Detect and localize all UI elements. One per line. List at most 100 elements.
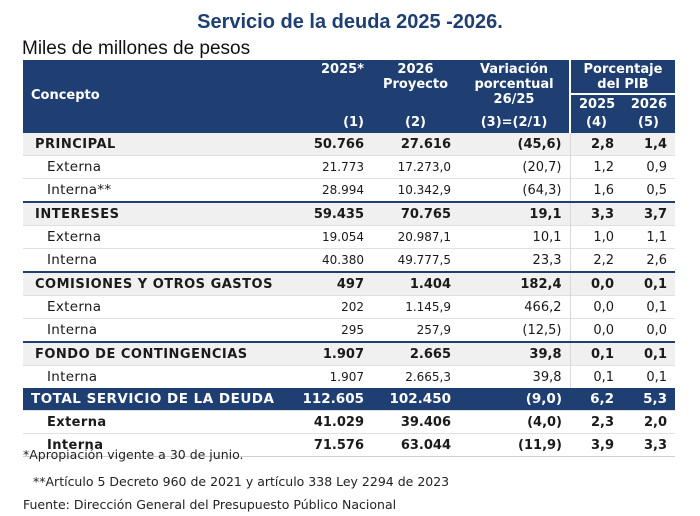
cell-pib-2025: 3,3 (569, 201, 622, 226)
cell-pib-2025: 1,0 (569, 225, 622, 249)
cell-pib-2026: 0,1 (622, 271, 675, 296)
cell-2025: 1.907 (285, 341, 372, 366)
header-variacion-l1: Variación (479, 62, 549, 77)
cell-variacion: 23,3 (459, 248, 570, 272)
header-2026-year: 2026 (397, 62, 434, 77)
header-variacion-l3: 26/25 (493, 92, 535, 107)
table-row: FONDO DE CONTINGENCIAS 1.907 2.665 39,8 … (23, 341, 675, 366)
cell-2025: 497 (285, 271, 372, 296)
cell-pib-2026: 3,7 (622, 201, 675, 226)
cell-pib-2025: 2,2 (569, 248, 622, 272)
cell-variacion: 39,8 (459, 365, 570, 388)
table-row: Externa 19.054 20.987,1 10,1 1,0 1,1 (23, 225, 675, 249)
cell-2026: 17.273,0 (372, 155, 459, 179)
cell-2026: 1.404 (372, 271, 459, 296)
cell-pib-2026: 1,4 (622, 131, 675, 156)
row-label: Interna (23, 365, 285, 388)
cell-pib-2025: 0,0 (569, 318, 622, 342)
cell-2025: 71.576 (285, 433, 372, 457)
header-2026-proyecto: 2026 Proyecto (372, 60, 459, 113)
cell-2026: 10.342,9 (372, 178, 459, 202)
cell-variacion: 466,2 (459, 295, 570, 319)
cell-2025: 112.605 (285, 388, 372, 411)
cell-2025: 28.994 (285, 178, 372, 202)
cell-pib-2026: 0,1 (622, 295, 675, 319)
cell-2026: 70.765 (372, 201, 459, 226)
source-note: Fuente: Dirección General del Presupuest… (23, 497, 397, 512)
cell-2025: 202 (285, 295, 372, 319)
cell-variacion: (4,0) (459, 410, 570, 434)
table-row: Interna 295 257,9 (12,5) 0,0 0,0 (23, 318, 675, 342)
header-index-4: (4) (569, 113, 622, 132)
cell-2026: 257,9 (372, 318, 459, 342)
cell-pib-2025: 2,3 (570, 410, 622, 434)
header-pib-group: Porcentaje del PIB (569, 60, 675, 94)
cell-variacion: (20,7) (459, 155, 570, 179)
cell-2025: 21.773 (285, 155, 372, 179)
units-subtitle: Miles de millones de pesos (22, 38, 251, 59)
header-concepto: Concepto (23, 60, 285, 132)
row-label: Externa (23, 155, 285, 179)
row-label: Externa (23, 225, 285, 249)
header-index-1: (1) (285, 113, 372, 132)
footnote-articulo: **Artículo 5 Decreto 960 de 2021 y artíc… (33, 474, 450, 489)
header-pib-2025: 2025 (569, 93, 622, 113)
cell-2026: 39.406 (372, 410, 459, 434)
cell-pib-2025: 2,8 (569, 131, 622, 156)
cell-pib-2026: 0,1 (622, 341, 675, 366)
cell-2026: 102.450 (372, 388, 459, 411)
cell-2025: 40.380 (285, 248, 372, 272)
cell-variacion: 39,8 (459, 341, 570, 366)
header-index-5: (5) (622, 113, 675, 132)
table-row: PRINCIPAL 50.766 27.616 (45,6) 2,8 1,4 (23, 131, 675, 156)
cell-pib-2026: 5,3 (622, 388, 675, 411)
cell-pib-2025: 0,1 (569, 365, 622, 388)
table-body: PRINCIPAL 50.766 27.616 (45,6) 2,8 1,4 E… (23, 131, 675, 457)
debt-service-table: Concepto 2025* 2026 Proyecto Variación p… (23, 60, 675, 457)
cell-pib-2025: 6,2 (570, 388, 622, 411)
cell-2026: 27.616 (372, 131, 459, 156)
cell-pib-2025: 1,6 (569, 178, 622, 202)
row-label: Interna (23, 318, 285, 342)
page-title: Servicio de la deuda 2025 -2026. (197, 11, 503, 33)
row-label: TOTAL SERVICIO DE LA DEUDA (23, 388, 285, 411)
cell-variacion: 19,1 (459, 201, 570, 226)
cell-2025: 50.766 (285, 131, 372, 156)
row-label: Interna (23, 433, 285, 457)
table-row: Interna 1.907 2.665,3 39,8 0,1 0,1 (23, 365, 675, 388)
cell-2026: 2.665 (372, 341, 459, 366)
table-row: Interna 71.576 63.044 (11,9) 3,9 3,3 (23, 433, 675, 457)
row-label: Externa (23, 295, 285, 319)
cell-2025: 41.029 (285, 410, 372, 434)
cell-pib-2025: 1,2 (569, 155, 622, 179)
footnote-apropiacion: *Apropiación vigente a 30 de junio. (23, 447, 244, 462)
cell-variacion: (11,9) (459, 433, 570, 457)
cell-2025: 19.054 (285, 225, 372, 249)
cell-pib-2025: 3,9 (570, 433, 622, 457)
table-row: Externa 21.773 17.273,0 (20,7) 1,2 0,9 (23, 155, 675, 179)
header-variacion-l2: porcentual (474, 77, 554, 92)
cell-pib-2025: 0,0 (569, 271, 622, 296)
cell-2026: 49.777,5 (372, 248, 459, 272)
table-row: Interna** 28.994 10.342,9 (64,3) 1,6 0,5 (23, 178, 675, 202)
table-row: Externa 202 1.145,9 466,2 0,0 0,1 (23, 295, 675, 319)
header-2025: 2025* (285, 60, 372, 113)
row-label: Externa (23, 410, 285, 434)
row-label: Interna (23, 248, 285, 272)
cell-pib-2026: 0,5 (622, 178, 675, 202)
total-row: TOTAL SERVICIO DE LA DEUDA 112.605 102.4… (23, 388, 675, 411)
cell-variacion: (64,3) (459, 178, 570, 202)
cell-pib-2025: 0,1 (569, 341, 622, 366)
cell-2026: 1.145,9 (372, 295, 459, 319)
header-index-3: (3)=(2/1) (459, 113, 570, 132)
cell-variacion: 182,4 (459, 271, 570, 296)
row-label: COMISIONES Y OTROS GASTOS (23, 271, 285, 296)
table-row: Interna 40.380 49.777,5 23,3 2,2 2,6 (23, 248, 675, 272)
table-row: COMISIONES Y OTROS GASTOS 497 1.404 182,… (23, 271, 675, 296)
cell-pib-2026: 1,1 (622, 225, 675, 249)
table-header: Concepto 2025* 2026 Proyecto Variación p… (23, 60, 675, 132)
cell-pib-2026: 0,0 (622, 318, 675, 342)
cell-2025: 59.435 (285, 201, 372, 226)
header-index-2: (2) (372, 113, 459, 132)
cell-pib-2025: 0,0 (569, 295, 622, 319)
